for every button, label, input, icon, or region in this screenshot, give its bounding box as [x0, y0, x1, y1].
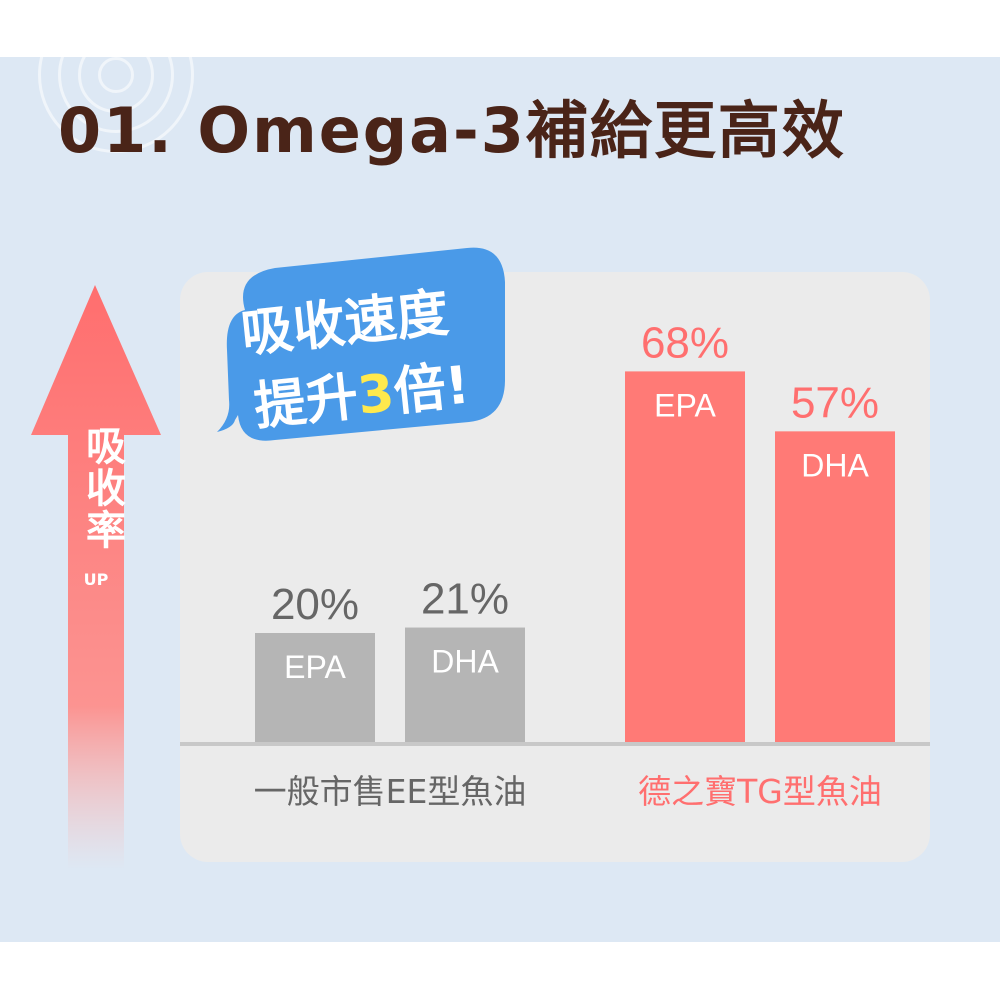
value-label: 57% [791, 378, 879, 427]
bar-label: EPA [284, 649, 346, 685]
bar-dha-1 [405, 627, 525, 742]
bar-label: DHA [801, 447, 869, 483]
category-label: 一般市售EE型魚油 [254, 772, 527, 811]
absorption-rate-label: 吸收率 [79, 425, 125, 551]
value-label: 21% [421, 575, 509, 624]
value-label: 20% [271, 580, 359, 629]
up-label: UP [83, 570, 109, 589]
ripple-decoration [78, 57, 154, 113]
absorption-arrow-icon [31, 285, 161, 870]
ripple-decoration [98, 57, 134, 93]
page-title: 01. Omega-3補給更高效 [58, 94, 846, 167]
value-label: 68% [641, 318, 729, 367]
speech-bubble [217, 247, 505, 441]
bar-label: DHA [431, 644, 499, 680]
bar-label: EPA [654, 387, 716, 423]
category-label: 德之寶TG型魚油 [638, 772, 882, 811]
bar-epa-2 [625, 371, 745, 742]
bar-dha-2 [775, 431, 895, 742]
bar-epa-1 [255, 633, 375, 742]
